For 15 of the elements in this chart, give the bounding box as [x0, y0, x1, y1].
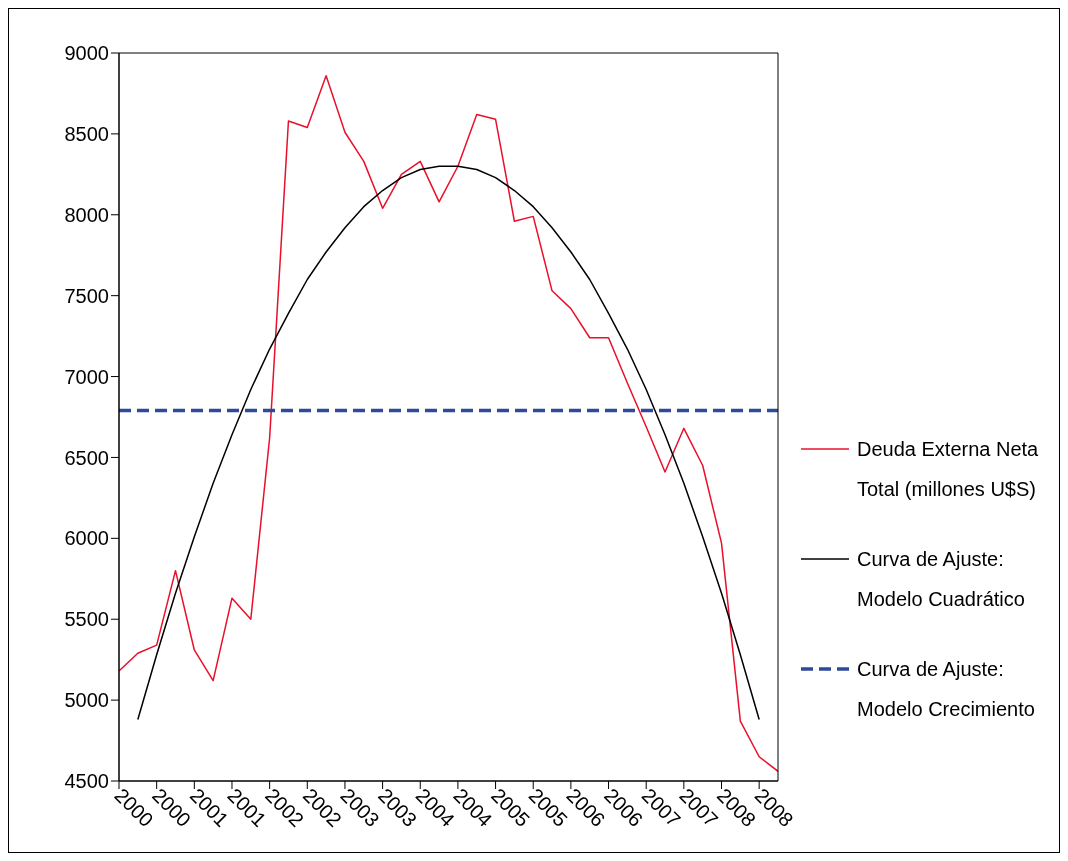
y-tick-label: 7000 — [64, 365, 109, 388]
legend-label: Curva de Ajuste: Modelo Crecimiento — [857, 657, 1036, 722]
legend-label: Curva de Ajuste: Modelo Cuadrático — [857, 547, 1026, 612]
y-tick-label: 8500 — [64, 122, 109, 145]
legend-label: Deuda Externa Neta Total (millones U$S) — [857, 437, 1040, 502]
y-tick-label: 7500 — [64, 284, 109, 307]
y-tick-label: 5500 — [64, 608, 109, 631]
y-tick-label: 6500 — [64, 446, 109, 469]
y-tick-label: 9000 — [64, 42, 109, 65]
y-tick-label: 6000 — [64, 527, 109, 550]
y-tick-label: 5000 — [64, 689, 109, 712]
line-series — [137, 165, 760, 721]
y-tick-label: 4500 — [64, 770, 109, 793]
y-tick-label: 8000 — [64, 203, 109, 226]
line-series — [119, 74, 778, 773]
